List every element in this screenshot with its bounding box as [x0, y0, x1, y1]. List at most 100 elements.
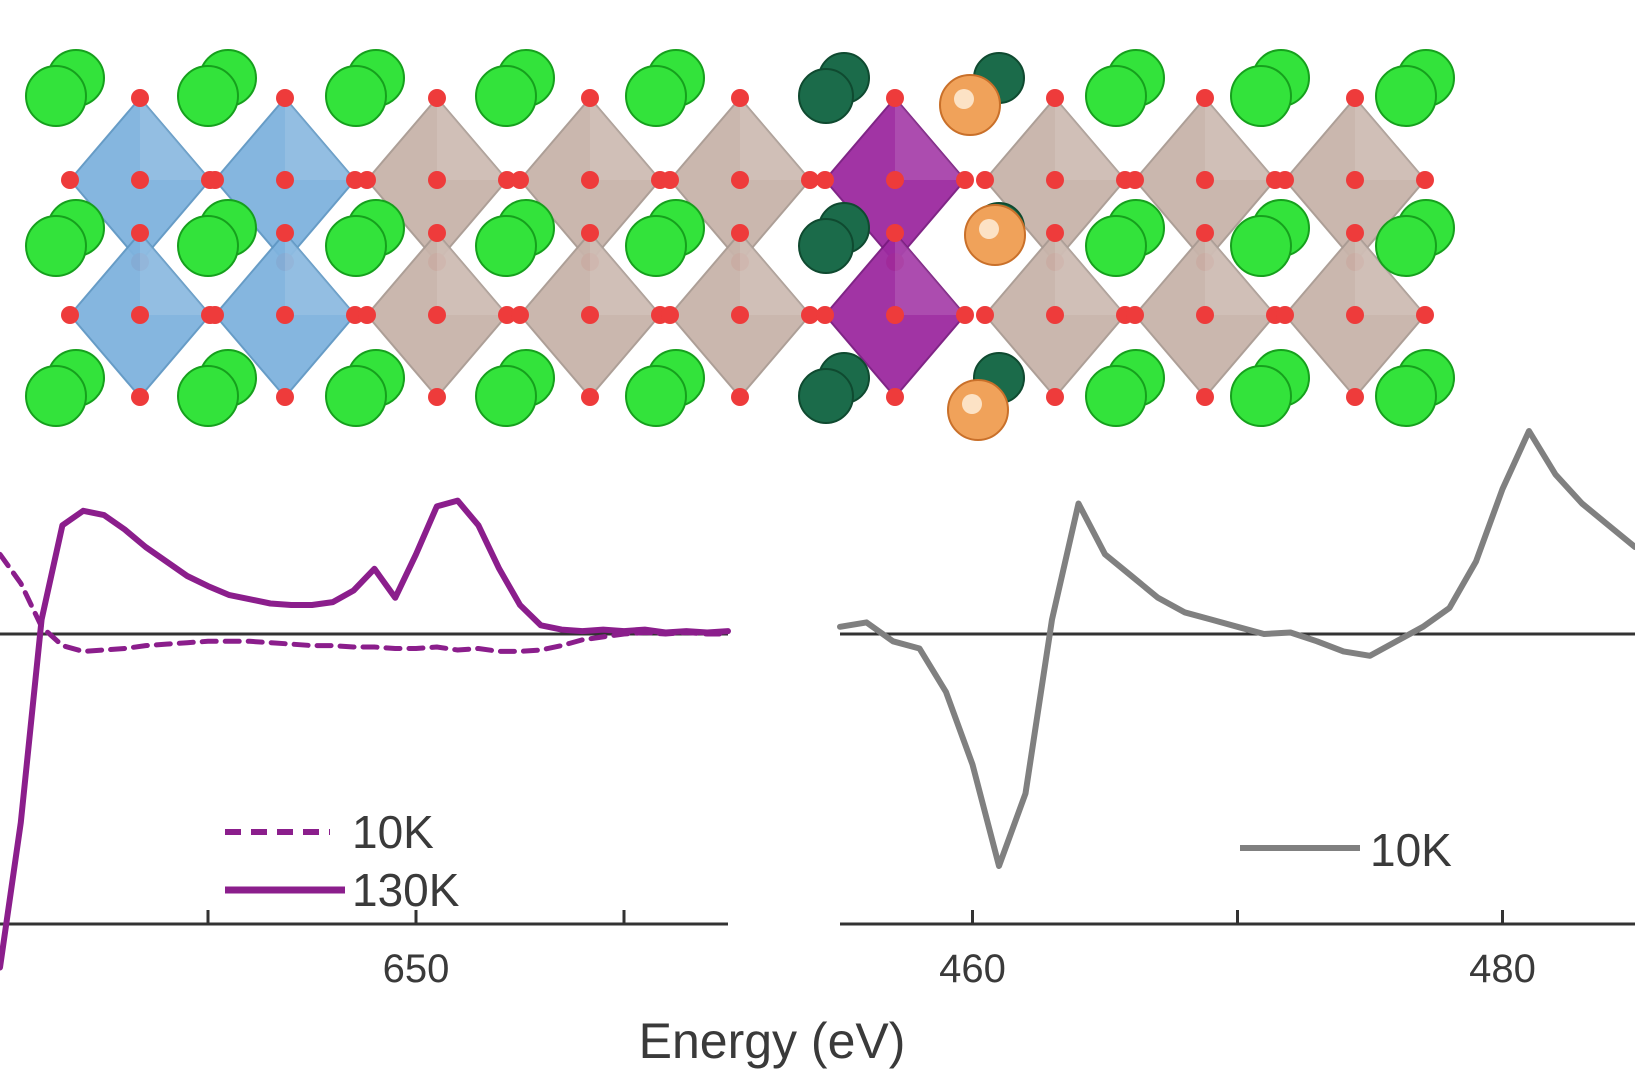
interface-cation-highlight — [979, 219, 999, 239]
a-site-cation — [1375, 365, 1437, 427]
legend-label-130k-left: 130K — [352, 864, 460, 916]
a-site-cation — [475, 365, 537, 427]
a-site-cation — [1230, 215, 1292, 277]
oxygen-atom — [1046, 171, 1064, 189]
oxygen-atom — [276, 224, 294, 242]
a-site-cation — [1375, 65, 1437, 127]
a-site-cation — [625, 365, 687, 427]
oxygen-atom — [206, 306, 224, 324]
oxygen-atom — [581, 224, 599, 242]
oxygen-atom — [131, 388, 149, 406]
oxygen-atom — [1196, 171, 1214, 189]
oxygen-atom — [1276, 306, 1294, 324]
oxygen-atom — [886, 89, 904, 107]
octahedron-facet — [740, 98, 810, 180]
oxygen-atom — [276, 89, 294, 107]
left-xas-panel: 650 10K 130K — [0, 497, 731, 991]
oxygen-atom — [428, 224, 446, 242]
oxygen-atom — [1046, 224, 1064, 242]
oxygen-atom — [276, 306, 294, 324]
oxygen-atom — [581, 89, 599, 107]
a-site-cation — [177, 65, 239, 127]
oxygen-atom — [581, 306, 599, 324]
octahedron-facet — [437, 233, 507, 315]
oxygen-atom — [61, 171, 79, 189]
oxygen-atom — [976, 306, 994, 324]
oxygen-atom — [206, 171, 224, 189]
octahedron-facet — [1205, 98, 1275, 180]
oxygen-atom — [1196, 224, 1214, 242]
series-line-10k — [837, 428, 1635, 869]
oxygen-atom — [581, 171, 599, 189]
oxygen-atom — [498, 171, 516, 189]
oxygen-atom — [61, 306, 79, 324]
octahedron-facet — [140, 233, 210, 315]
oxygen-atom — [131, 306, 149, 324]
oxygen-atom — [358, 306, 376, 324]
a-site-cation — [325, 65, 387, 127]
octahedron-facet — [590, 233, 660, 315]
oxygen-atom — [956, 171, 974, 189]
oxygen-atom — [1126, 171, 1144, 189]
oxygen-atom — [1046, 388, 1064, 406]
a-site-cation — [25, 65, 87, 127]
a-site-cation — [475, 65, 537, 127]
a-site-cation — [325, 215, 387, 277]
oxygen-atom — [1046, 89, 1064, 107]
octahedron-facet — [140, 98, 210, 180]
a-site-cation — [1230, 365, 1292, 427]
oxygen-atom — [816, 306, 834, 324]
x-tick-label: 480 — [1469, 947, 1536, 991]
a-site-cation — [1085, 365, 1147, 427]
oxygen-atom — [731, 89, 749, 107]
oxygen-atom — [131, 224, 149, 242]
x-tick-label: 460 — [939, 947, 1006, 991]
oxygen-atom — [511, 171, 529, 189]
legend-label-10k-right: 10K — [1370, 824, 1452, 876]
oxygen-atom — [131, 89, 149, 107]
oxygen-atom — [1416, 306, 1434, 324]
oxygen-atom — [731, 388, 749, 406]
octahedron-facet — [1205, 233, 1275, 315]
oxygen-atom — [976, 171, 994, 189]
octahedron-facet — [590, 98, 660, 180]
octahedron-facet — [285, 98, 355, 180]
interface-cation-highlight — [954, 89, 974, 109]
oxygen-atom — [358, 171, 376, 189]
left-legend: 10K 130K — [225, 806, 460, 916]
interface-cation-highlight — [962, 394, 982, 414]
oxygen-atom — [956, 306, 974, 324]
octahedron-facet — [895, 98, 965, 180]
oxygen-atom — [886, 224, 904, 242]
crystal-structure-illustration — [25, 49, 1455, 441]
oxygen-atom — [1196, 306, 1214, 324]
oxygen-atom — [731, 224, 749, 242]
right-xas-panel: 460 480 10K — [837, 428, 1635, 991]
oxygen-atom — [1196, 388, 1214, 406]
oxygen-atom — [1346, 224, 1364, 242]
a-site-cation — [177, 215, 239, 277]
a-site-cation — [1230, 65, 1292, 127]
oxygen-atom — [1046, 306, 1064, 324]
octahedron-facet — [895, 233, 965, 315]
oxygen-atom — [801, 306, 819, 324]
oxygen-atom — [1346, 89, 1364, 107]
oxygen-atom — [581, 388, 599, 406]
oxygen-atom — [1416, 171, 1434, 189]
oxygen-atom — [886, 171, 904, 189]
oxygen-atom — [1346, 388, 1364, 406]
a-site-cation — [625, 215, 687, 277]
oxygen-atom — [498, 306, 516, 324]
oxygen-atom — [428, 89, 446, 107]
series-line-10k — [0, 551, 731, 654]
a-site-cation-dark — [798, 68, 854, 124]
oxygen-atom — [428, 171, 446, 189]
a-site-cation — [475, 215, 537, 277]
oxygen-atom — [1346, 306, 1364, 324]
oxygen-atom — [886, 306, 904, 324]
octahedron-facet — [1355, 233, 1425, 315]
x-tick-label: 650 — [383, 947, 450, 991]
octahedron-facet — [1055, 98, 1125, 180]
oxygen-atom — [801, 171, 819, 189]
